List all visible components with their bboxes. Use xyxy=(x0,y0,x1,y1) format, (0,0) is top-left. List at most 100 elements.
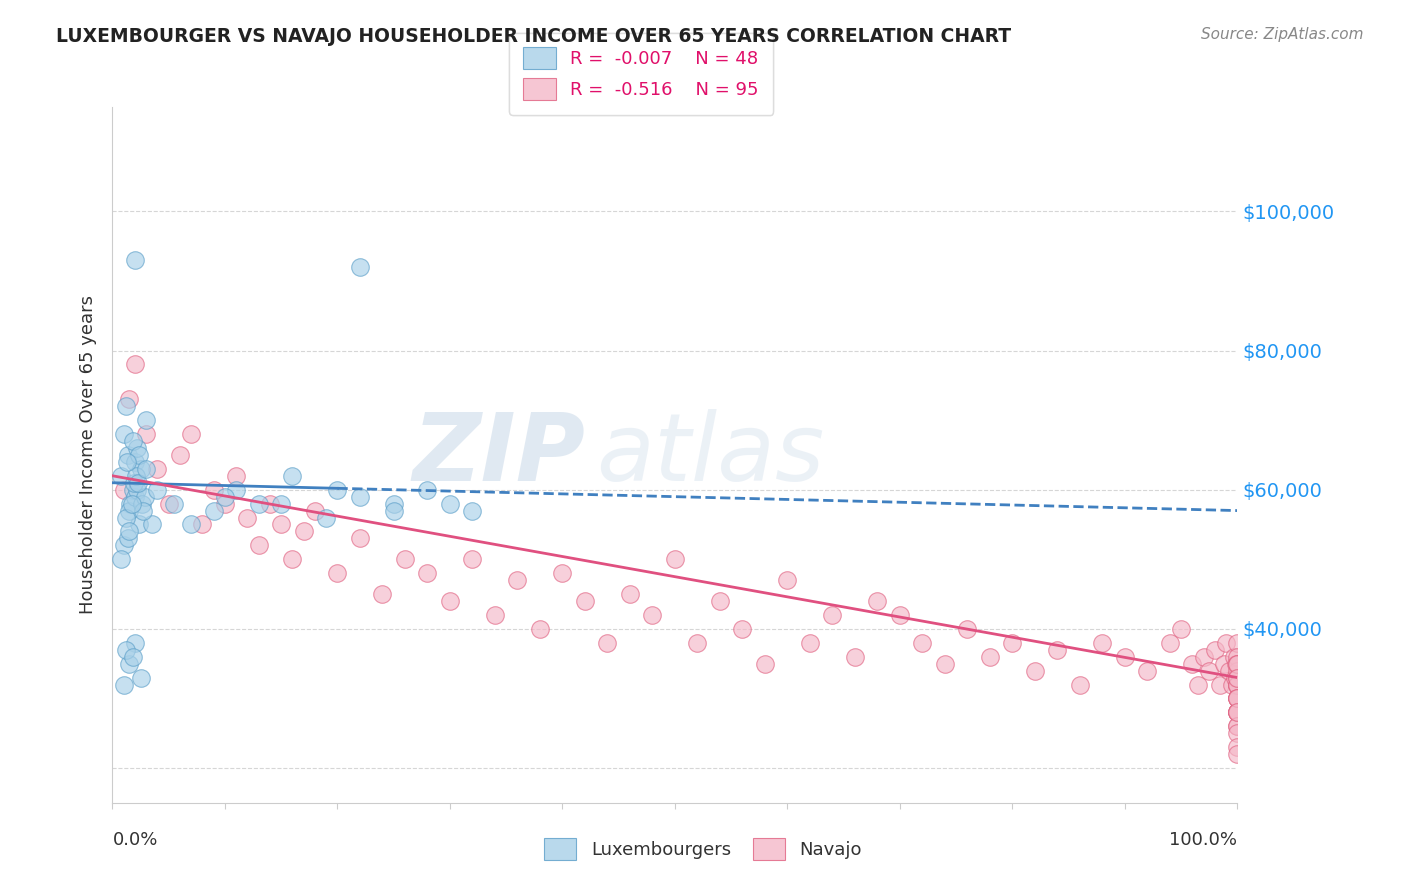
Point xyxy=(529,622,551,636)
Point xyxy=(382,497,405,511)
Point xyxy=(1226,691,1249,706)
Point xyxy=(1226,677,1249,691)
Point xyxy=(1226,706,1249,720)
Point xyxy=(117,448,139,462)
Point xyxy=(214,497,236,511)
Point xyxy=(911,636,934,650)
Point xyxy=(416,566,439,581)
Point xyxy=(115,455,138,469)
Point xyxy=(416,483,439,497)
Point xyxy=(1187,677,1209,691)
Point xyxy=(128,517,150,532)
Point xyxy=(1069,677,1091,691)
Point xyxy=(146,483,169,497)
Point xyxy=(304,503,326,517)
Point xyxy=(191,517,214,532)
Point xyxy=(1226,747,1249,761)
Point xyxy=(127,475,149,490)
Point xyxy=(124,455,146,469)
Point xyxy=(124,490,146,504)
Point xyxy=(461,503,484,517)
Point xyxy=(118,657,141,671)
Point xyxy=(132,503,155,517)
Point xyxy=(115,642,138,657)
Point xyxy=(121,497,143,511)
Y-axis label: Householder Income Over 65 years: Householder Income Over 65 years xyxy=(79,295,97,615)
Point xyxy=(1136,664,1159,678)
Point xyxy=(1226,671,1249,685)
Point xyxy=(270,497,292,511)
Point xyxy=(214,490,236,504)
Point xyxy=(1091,636,1114,650)
Point xyxy=(120,497,142,511)
Point xyxy=(127,483,149,497)
Point xyxy=(180,427,202,442)
Point xyxy=(1226,671,1249,685)
Text: atlas: atlas xyxy=(596,409,824,500)
Point xyxy=(844,649,866,664)
Point xyxy=(236,510,259,524)
Point xyxy=(315,510,337,524)
Point xyxy=(1226,740,1249,755)
Point xyxy=(112,483,135,497)
Point xyxy=(1209,677,1232,691)
Point xyxy=(349,532,371,546)
Point xyxy=(129,462,152,476)
Point xyxy=(1226,706,1249,720)
Point xyxy=(326,566,349,581)
Point xyxy=(121,483,143,497)
Point xyxy=(889,607,911,622)
Point xyxy=(1204,642,1226,657)
Point xyxy=(1226,719,1249,733)
Point xyxy=(484,607,506,622)
Text: 0.0%: 0.0% xyxy=(112,830,157,848)
Point xyxy=(1225,657,1247,671)
Point xyxy=(1220,677,1243,691)
Point xyxy=(1226,649,1249,664)
Point xyxy=(461,552,484,566)
Point xyxy=(270,517,292,532)
Point xyxy=(551,566,574,581)
Point xyxy=(1226,657,1249,671)
Point xyxy=(125,468,148,483)
Point xyxy=(247,497,270,511)
Point xyxy=(157,497,180,511)
Point xyxy=(135,462,157,476)
Point xyxy=(247,538,270,552)
Point xyxy=(1226,706,1249,720)
Point xyxy=(1046,642,1069,657)
Point xyxy=(1192,649,1215,664)
Point xyxy=(118,392,141,407)
Point xyxy=(979,649,1001,664)
Point xyxy=(115,510,138,524)
Point xyxy=(1226,677,1249,691)
Point xyxy=(292,524,315,539)
Point xyxy=(169,448,191,462)
Point xyxy=(112,538,135,552)
Point xyxy=(121,649,143,664)
Point xyxy=(110,468,132,483)
Point xyxy=(1226,664,1249,678)
Point xyxy=(129,671,152,685)
Point xyxy=(1226,691,1249,706)
Point xyxy=(1226,719,1249,733)
Point xyxy=(326,483,349,497)
Point xyxy=(112,427,135,442)
Text: Source: ZipAtlas.com: Source: ZipAtlas.com xyxy=(1201,27,1364,42)
Point xyxy=(225,468,247,483)
Text: LUXEMBOURGER VS NAVAJO HOUSEHOLDER INCOME OVER 65 YEARS CORRELATION CHART: LUXEMBOURGER VS NAVAJO HOUSEHOLDER INCOM… xyxy=(56,27,1011,45)
Legend: R =  -0.007    N = 48, R =  -0.516    N = 95: R = -0.007 N = 48, R = -0.516 N = 95 xyxy=(509,33,773,114)
Point xyxy=(1218,664,1240,678)
Point xyxy=(1226,706,1249,720)
Point xyxy=(371,587,394,601)
Point xyxy=(124,358,146,372)
Point xyxy=(776,573,799,587)
Point xyxy=(115,399,138,413)
Point xyxy=(1226,691,1249,706)
Point xyxy=(281,552,304,566)
Point xyxy=(439,594,461,608)
Point xyxy=(118,503,141,517)
Point xyxy=(124,636,146,650)
Point xyxy=(1170,622,1192,636)
Point xyxy=(1212,657,1234,671)
